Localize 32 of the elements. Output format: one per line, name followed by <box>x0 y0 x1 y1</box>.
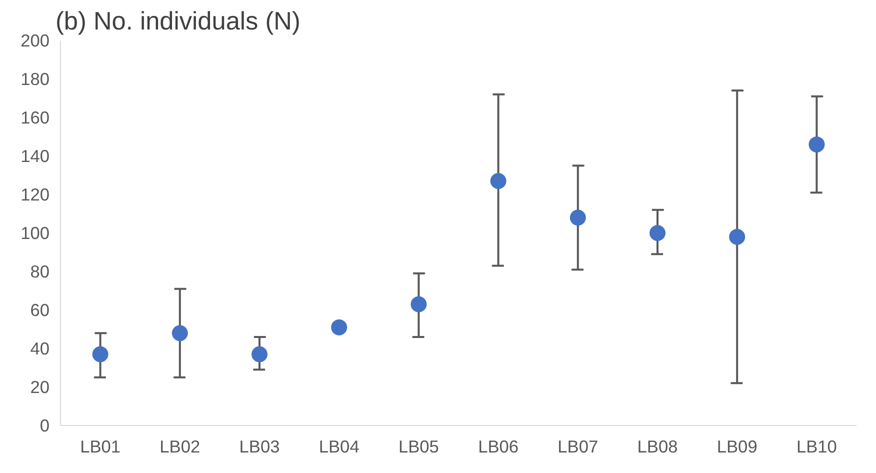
y-tick-label: 60 <box>30 300 50 320</box>
y-tick-label: 120 <box>20 184 50 204</box>
point <box>331 319 348 336</box>
x-tick-label: LB04 <box>318 436 360 456</box>
x-tick-label: LB09 <box>716 436 758 456</box>
x-tick-label: LB08 <box>637 436 678 456</box>
point <box>410 296 427 312</box>
y-tick-label: 0 <box>40 416 50 436</box>
point <box>92 346 108 362</box>
x-tick-label: LB07 <box>558 436 598 456</box>
point <box>490 173 506 190</box>
chart-title: (b) No. individuals (N) <box>56 8 300 36</box>
x-tick-label: LB01 <box>80 436 121 456</box>
y-tick-label: 80 <box>30 262 50 282</box>
point <box>808 136 825 152</box>
x-tick-label: LB06 <box>478 436 519 456</box>
y-tick-label: 180 <box>20 69 50 89</box>
y-tick-label: 20 <box>30 377 50 397</box>
x-tick-label: LB03 <box>239 436 280 456</box>
point <box>650 225 666 241</box>
x-tick-label: LB02 <box>160 436 200 456</box>
x-tick-label: LB05 <box>398 436 439 456</box>
y-tick-label: 40 <box>30 338 50 358</box>
y-tick-label: 160 <box>20 108 50 128</box>
point <box>729 228 746 245</box>
point <box>172 325 188 342</box>
y-tick-label: 140 <box>20 146 50 166</box>
y-tick-label: 200 <box>20 30 50 50</box>
point <box>252 346 268 362</box>
point <box>570 210 586 226</box>
x-tick-label: LB10 <box>796 436 837 456</box>
y-tick-label: 100 <box>20 223 50 243</box>
